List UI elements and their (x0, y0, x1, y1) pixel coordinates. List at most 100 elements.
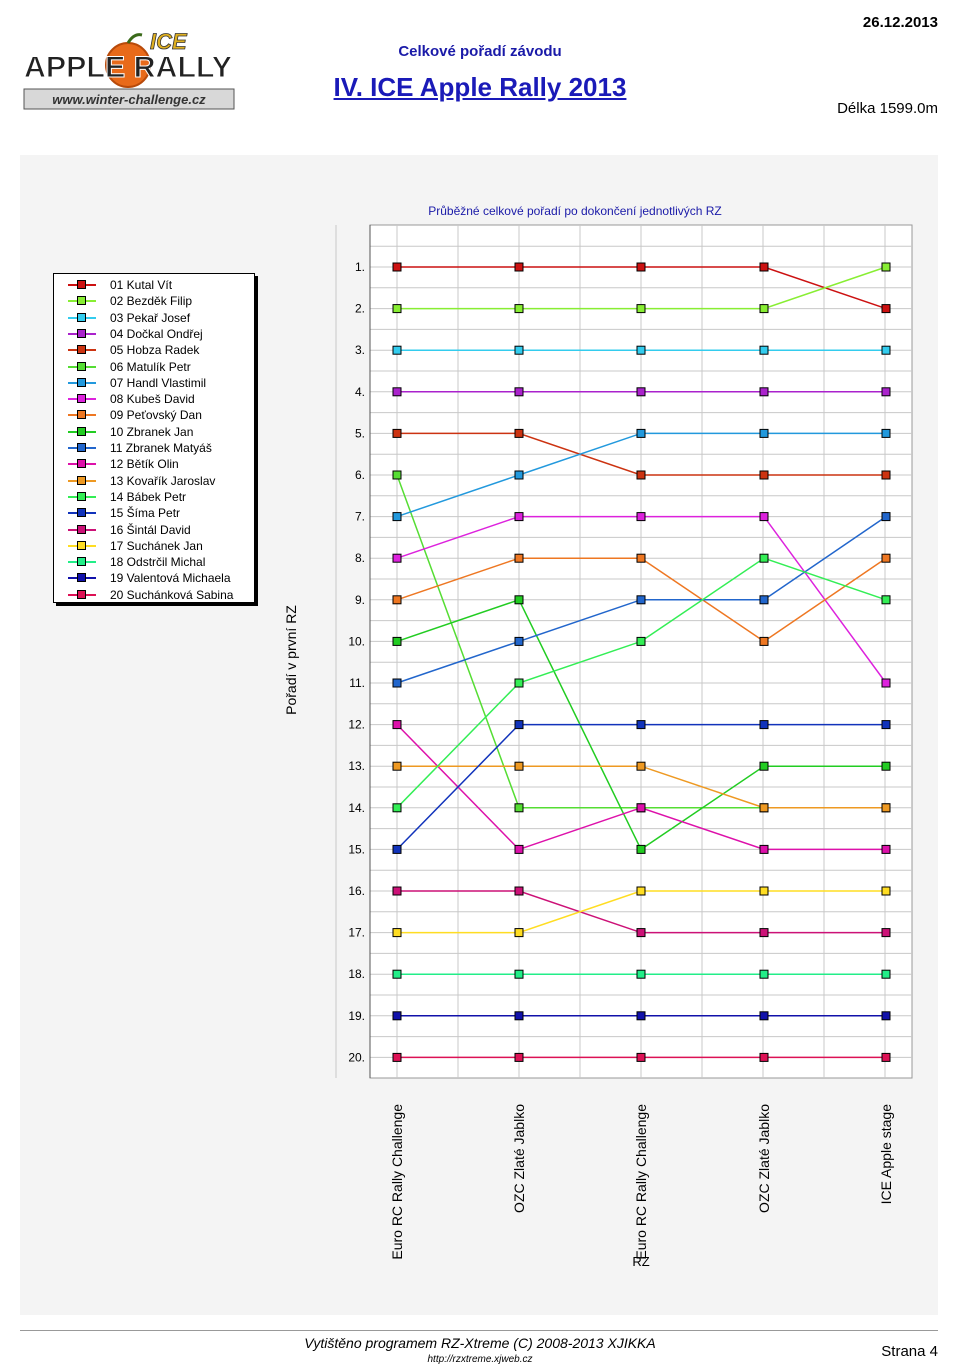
footer-url[interactable]: http://rzxtreme.xjweb.cz (427, 1354, 533, 1365)
legend-label: 17 Suchánek Jan (110, 538, 203, 553)
series-point-20 (514, 1052, 524, 1062)
x-tick-label: OZC Zlaté Jablko (756, 1104, 772, 1213)
series-point-5 (759, 470, 769, 480)
series-point-16 (392, 886, 402, 896)
series-point-8 (392, 553, 402, 563)
x-tick-label: ICE Apple stage (878, 1104, 894, 1205)
y-tick-label: 2. (355, 302, 365, 316)
legend-swatch (68, 424, 96, 440)
series-point-1 (392, 262, 402, 272)
legend-swatch (68, 326, 96, 342)
legend-label: 18 Odstrčil Michal (110, 555, 206, 570)
series-point-13 (881, 803, 891, 813)
y-tick-label: 6. (355, 468, 365, 482)
x-tick-label: Euro RC Rally Challenge (633, 1104, 649, 1260)
legend-swatch (68, 293, 96, 309)
series-point-3 (392, 345, 402, 355)
series-point-1 (881, 304, 891, 314)
series-point-12 (881, 844, 891, 854)
series-point-13 (514, 761, 524, 771)
x-tick-label: OZC Zlaté Jablko (511, 1104, 527, 1213)
series-point-7 (881, 428, 891, 438)
legend-swatch (68, 440, 96, 456)
legend-label: 19 Valentová Michaela (110, 571, 231, 586)
series-point-5 (636, 470, 646, 480)
logo-url-text: www.winter-challenge.cz (52, 92, 206, 107)
series-point-10 (514, 595, 524, 605)
legend-label: 01 Kutal Vít (110, 278, 173, 292)
legend-label: 20 Suchánková Sabina (110, 587, 234, 602)
legend-item: 01 Kutal Vít (68, 277, 172, 293)
series-point-14 (759, 553, 769, 563)
legend-swatch (68, 505, 96, 521)
series-point-17 (514, 928, 524, 938)
legend-item: 12 Bětík Olin (68, 456, 179, 472)
series-point-18 (392, 969, 402, 979)
series-point-7 (392, 512, 402, 522)
series-point-16 (881, 928, 891, 938)
legend-swatch (68, 375, 96, 391)
legend-item: 07 Handl Vlastimil (68, 375, 206, 391)
y-tick-label: 18. (348, 967, 365, 981)
y-tick-label: 12. (348, 718, 365, 732)
series-point-14 (514, 678, 524, 688)
series-point-11 (636, 595, 646, 605)
series-point-20 (759, 1052, 769, 1062)
legend-label: 02 Bezděk Filip (110, 294, 193, 309)
series-point-12 (636, 803, 646, 813)
legend-swatch (68, 538, 96, 554)
legend-item: 14 Bábek Petr (68, 489, 186, 505)
series-point-4 (392, 387, 402, 397)
legend-item: 16 Šintál David (68, 522, 191, 538)
logo-main-text: APPLE RALLY (24, 51, 232, 84)
series-point-16 (514, 886, 524, 896)
legend-label: 12 Bětík Olin (110, 457, 179, 472)
series-point-11 (514, 636, 524, 646)
y-tick-label: 9. (355, 593, 365, 607)
series-point-18 (759, 969, 769, 979)
y-tick-label: 8. (355, 551, 365, 565)
legend-label: 14 Bábek Petr (110, 489, 187, 504)
series-point-15 (636, 720, 646, 730)
y-tick-label: 10. (348, 634, 365, 648)
series-point-2 (514, 304, 524, 314)
legend-item: 09 Peťovský Dan (68, 407, 202, 423)
y-tick-label: 14. (348, 801, 365, 815)
series-point-5 (514, 428, 524, 438)
series-point-3 (881, 345, 891, 355)
legend-swatch (68, 554, 96, 570)
legend-label: 04 Dočkal Ondřej (110, 326, 203, 341)
legend-swatch (68, 587, 96, 603)
legend-item: 06 Matulík Petr (68, 359, 191, 375)
legend-item: 18 Odstrčil Michal (68, 554, 205, 570)
series-point-6 (514, 803, 524, 813)
series-point-8 (636, 512, 646, 522)
series-point-3 (636, 345, 646, 355)
series-point-20 (392, 1052, 402, 1062)
series-point-10 (881, 761, 891, 771)
series-point-1 (636, 262, 646, 272)
series-point-20 (881, 1052, 891, 1062)
series-point-19 (759, 1011, 769, 1021)
legend-swatch (68, 456, 96, 472)
legend-item: 17 Suchánek Jan (68, 538, 203, 554)
series-point-2 (759, 304, 769, 314)
series-point-8 (514, 512, 524, 522)
series-point-17 (392, 928, 402, 938)
series-point-10 (392, 636, 402, 646)
y-tick-label: 17. (348, 926, 365, 940)
series-point-13 (759, 803, 769, 813)
series-point-2 (392, 304, 402, 314)
page-number: Strana 4 (881, 1343, 938, 1360)
series-point-20 (636, 1052, 646, 1062)
series-point-15 (392, 844, 402, 854)
series-point-17 (881, 886, 891, 896)
rally-logo: ICE APPLE RALLY www.winter-challenge.cz (20, 25, 238, 115)
series-point-4 (881, 387, 891, 397)
series-point-7 (514, 470, 524, 480)
legend-item: 02 Bezděk Filip (68, 293, 192, 309)
legend-label: 16 Šintál David (110, 522, 191, 537)
y-tick-label: 7. (355, 510, 365, 524)
series-point-9 (514, 553, 524, 563)
series-point-2 (881, 262, 891, 272)
